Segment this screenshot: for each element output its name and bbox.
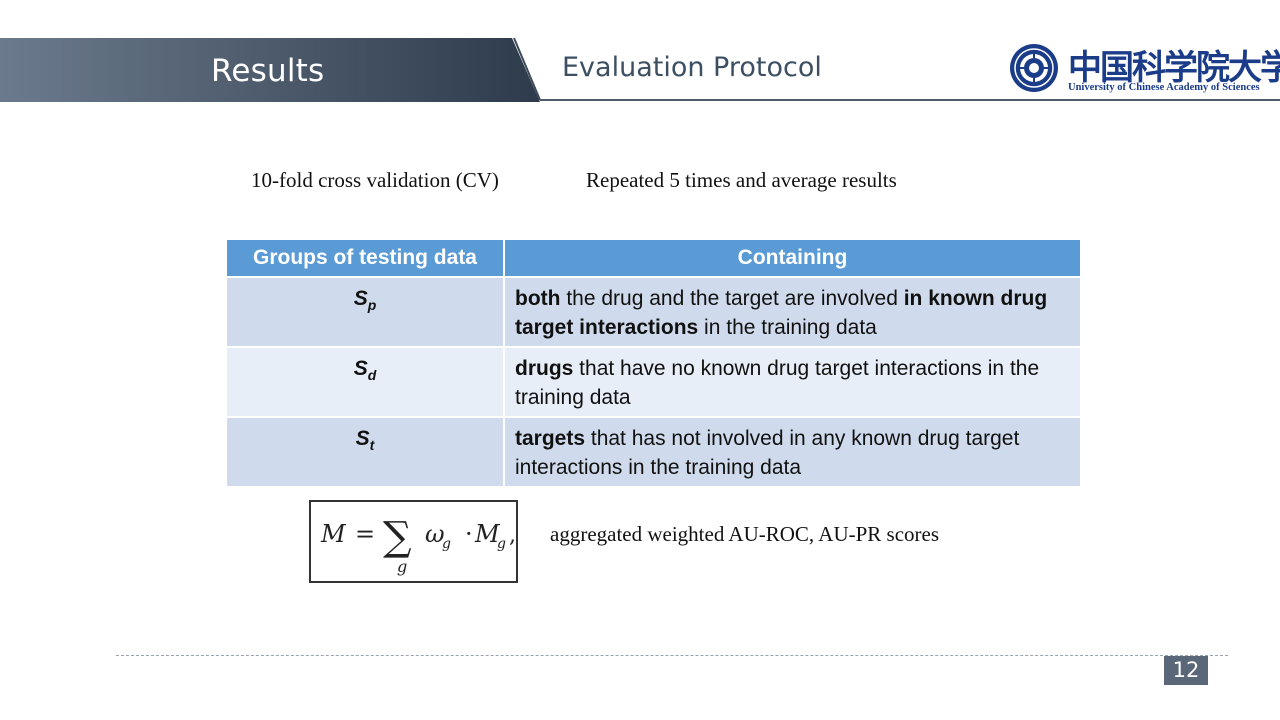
formula-box: M = ∑ · · , g ω g M g [309,500,518,583]
table-row: Sd drugs that have no known drug target … [227,346,1080,417]
description-cell: both the drug and the target are involve… [504,276,1080,347]
description-cell: targets that has not involved in any kno… [504,416,1080,486]
formula-description: aggregated weighted AU-ROC, AU-PR scores [550,522,940,546]
slide-subtitle: Evaluation Protocol [562,52,822,83]
formula-weight-sub: g [442,536,451,552]
formula-trail: , [509,523,516,548]
footer-divider [116,655,1228,656]
desc-text: the drug and the target are involved [560,287,904,310]
page-number: 12 [1164,656,1208,685]
university-logo: 中国科学院大学 University of Chinese Academy of… [1008,40,1280,96]
desc-bold: drugs [515,357,574,380]
group-symbol: S [355,427,370,450]
header-groups: Groups of testing data [227,240,505,277]
header-slash [513,37,541,101]
repeat-description: Repeated 5 times and average results [586,168,897,192]
desc-text: in the training data [698,316,877,339]
formula-lhs: M [320,520,347,548]
desc-text: that has not involved in any known drug … [515,427,1020,479]
header-containing: Containing [504,240,1080,277]
desc-text: that have no known drug target interacti… [515,357,1040,409]
group-symbol: S [353,287,368,310]
header-rule [540,99,1280,101]
header-band [0,38,540,102]
group-cell: Sd [227,346,505,417]
formula-sum: ∑ [383,514,412,560]
formula-equals: = [355,520,375,548]
formula-weight: ω [425,520,445,548]
formula-sum-index: g [397,557,407,576]
table-row: St targets that has not involved in any … [227,416,1080,486]
group-subscript: d [367,367,377,384]
table-row: Sp both the drug and the target are invo… [227,276,1080,347]
desc-bold: both [515,287,561,310]
cv-description: 10-fold cross validation (CV) [251,168,499,192]
aggregation-formula: M = ∑ · · , g ω g M g [320,514,516,576]
group-subscript: p [367,297,377,314]
section-title: Results [211,53,325,89]
formula-metric-sub: g [497,536,506,552]
group-cell: Sp [227,276,505,347]
group-subscript: t [369,437,375,454]
university-seal-icon [1010,44,1058,92]
testing-groups-table: Groups of testing data Containing Sp bot… [227,240,1080,486]
description-cell: drugs that have no known drug target int… [504,346,1080,417]
table-header-row: Groups of testing data Containing [227,240,1080,277]
group-cell: St [227,416,505,486]
formula-metric: M [474,520,501,548]
logo-english-name: University of Chinese Academy of Science… [1068,82,1260,93]
group-symbol: S [353,357,368,380]
logo-chinese-name: 中国科学院大学 [1068,48,1280,88]
desc-bold: targets [515,427,586,450]
formula-dot-mid: · [465,520,473,548]
desc-bold: in known drug target interactions [515,287,1048,339]
